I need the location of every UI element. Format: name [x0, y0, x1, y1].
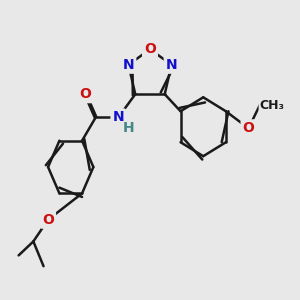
Text: O: O	[243, 121, 254, 135]
Text: H: H	[123, 121, 134, 135]
Text: O: O	[144, 42, 156, 56]
Text: O: O	[42, 213, 54, 227]
Text: CH₃: CH₃	[260, 99, 285, 112]
Text: N: N	[166, 58, 177, 72]
Text: N: N	[112, 110, 124, 124]
Text: N: N	[123, 58, 134, 72]
Text: O: O	[80, 87, 92, 101]
